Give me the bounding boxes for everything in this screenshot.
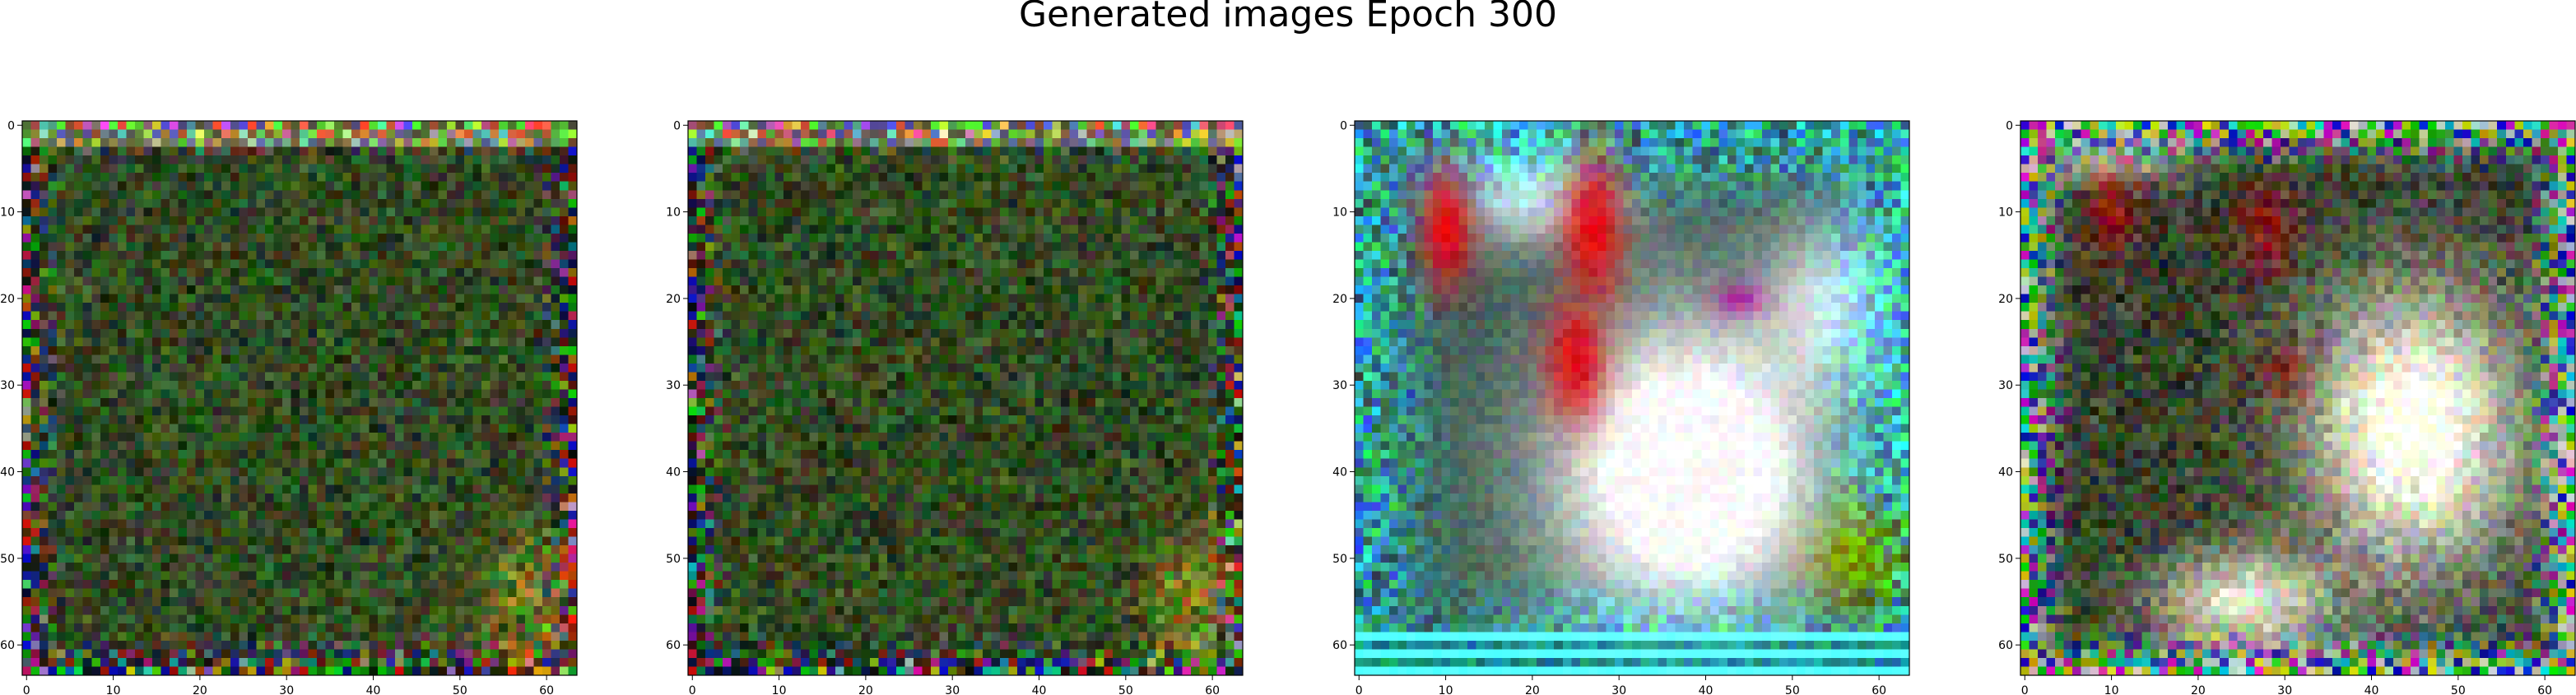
y-tick-label: 10 (0, 206, 15, 220)
image-panel-3: 0 10 20 30 40 50 60 0 10 20 30 40 50 60 (1332, 119, 1910, 695)
image-panel-1: 0 10 20 30 40 50 60 0 10 20 30 40 50 60 (0, 119, 578, 695)
figure-title: Generated images Epoch 300 (1018, 0, 1558, 35)
y-tick-label: 0 (2006, 119, 2013, 132)
y-tick-label: 60 (666, 639, 681, 652)
y-tick-label: 60 (1998, 639, 2013, 652)
y-tick-label: 10 (666, 206, 681, 220)
x-tick-label: 20 (1525, 684, 1540, 695)
y-tick-label: 30 (1998, 379, 2013, 392)
x-tick-label: 50 (453, 684, 467, 695)
generated-image-1 (22, 121, 578, 676)
x-tick-label: 60 (539, 684, 554, 695)
y-tick-label: 40 (1332, 466, 1347, 480)
y-tick-label: 50 (1998, 553, 2013, 566)
y-tick-label: 20 (0, 293, 15, 306)
x-tick-label: 10 (772, 684, 787, 695)
y-tick-label: 40 (1998, 466, 2013, 480)
axes-frame-2 (687, 120, 1244, 676)
generated-image-4 (2020, 121, 2576, 676)
x-tick-label: 30 (1611, 684, 1626, 695)
y-tick-label: 30 (1332, 379, 1347, 392)
axes-frame-3 (1354, 120, 1910, 676)
x-tick-label: 60 (2537, 684, 2552, 695)
y-tick-label: 0 (1340, 119, 1347, 132)
x-tick-label: 50 (2451, 684, 2466, 695)
x-tick-label: 0 (23, 684, 30, 695)
y-tick-label: 20 (666, 293, 681, 306)
y-tick-label: 10 (1332, 206, 1347, 220)
x-tick-label: 60 (1205, 684, 1220, 695)
x-tick-label: 30 (279, 684, 294, 695)
generated-image-3 (1355, 121, 1910, 676)
x-tick-label: 0 (2021, 684, 2029, 695)
y-tick-label: 50 (666, 553, 681, 566)
image-panel-4: 0 10 20 30 40 50 60 0 10 20 30 40 50 60 (1998, 119, 2576, 695)
x-tick-label: 50 (1785, 684, 1800, 695)
x-tick-label: 40 (1032, 684, 1047, 695)
x-tick-label: 20 (193, 684, 207, 695)
axes-frame-1 (21, 120, 578, 676)
x-tick-label: 10 (2104, 684, 2119, 695)
y-tick-label: 20 (1332, 293, 1347, 306)
y-tick-label: 40 (666, 466, 681, 480)
generated-image-2 (688, 121, 1244, 676)
y-tick-label: 0 (673, 119, 681, 132)
x-tick-label: 30 (2277, 684, 2292, 695)
x-tick-label: 40 (1699, 684, 1713, 695)
x-tick-label: 0 (689, 684, 696, 695)
y-tick-label: 10 (1998, 206, 2013, 220)
x-tick-label: 50 (1118, 684, 1133, 695)
image-panel-2: 0 10 20 30 40 50 60 0 10 20 30 40 50 60 (666, 119, 1244, 695)
y-tick-label: 50 (1332, 553, 1347, 566)
y-tick-label: 50 (0, 553, 15, 566)
x-tick-label: 0 (1355, 684, 1363, 695)
x-tick-label: 20 (858, 684, 873, 695)
axes-frame-4 (2020, 120, 2576, 676)
x-tick-label: 20 (2191, 684, 2206, 695)
x-tick-label: 40 (366, 684, 381, 695)
x-tick-label: 10 (1439, 684, 1453, 695)
x-tick-label: 10 (106, 684, 121, 695)
x-tick-label: 60 (1872, 684, 1886, 695)
y-tick-label: 40 (0, 466, 15, 480)
y-tick-label: 0 (7, 119, 15, 132)
x-tick-label: 40 (2364, 684, 2379, 695)
y-tick-label: 20 (1998, 293, 2013, 306)
y-tick-label: 30 (666, 379, 681, 392)
x-tick-label: 30 (945, 684, 960, 695)
y-tick-label: 30 (0, 379, 15, 392)
y-tick-label: 60 (0, 639, 15, 652)
y-tick-label: 60 (1332, 639, 1347, 652)
